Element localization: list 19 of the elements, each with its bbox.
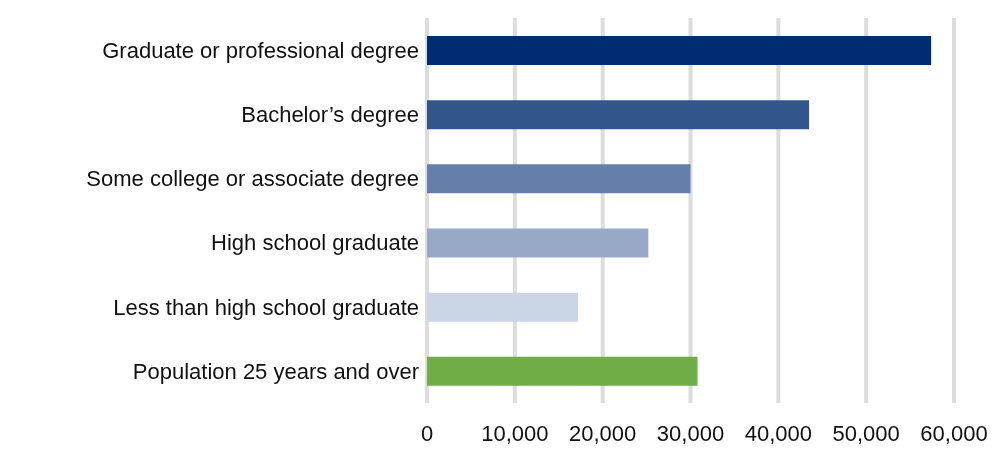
x-tick-label: 50,000 bbox=[832, 420, 900, 446]
bar bbox=[427, 292, 579, 322]
y-tick-label: High school graduate bbox=[211, 230, 419, 256]
x-tick-label: 40,000 bbox=[744, 420, 812, 446]
x-tick-label: 30,000 bbox=[656, 420, 725, 446]
y-tick-label: Some college or associate degree bbox=[86, 166, 419, 192]
bar bbox=[427, 228, 649, 258]
y-tick-label: Less than high school graduate bbox=[113, 294, 419, 320]
bar bbox=[427, 356, 698, 386]
y-tick-label: Population 25 years and over bbox=[132, 358, 419, 384]
bar bbox=[427, 36, 932, 65]
y-tick-label: Graduate or professional degree bbox=[102, 37, 419, 63]
y-tick-label: Bachelor’s degree bbox=[241, 102, 419, 128]
x-tick-label: 60,000 bbox=[920, 420, 988, 446]
x-tick-label: 0 bbox=[420, 420, 434, 446]
x-tick-label: 10,000 bbox=[481, 420, 549, 446]
bar bbox=[427, 100, 810, 130]
x-tick-label: 20,000 bbox=[569, 420, 637, 446]
bar bbox=[427, 164, 691, 194]
